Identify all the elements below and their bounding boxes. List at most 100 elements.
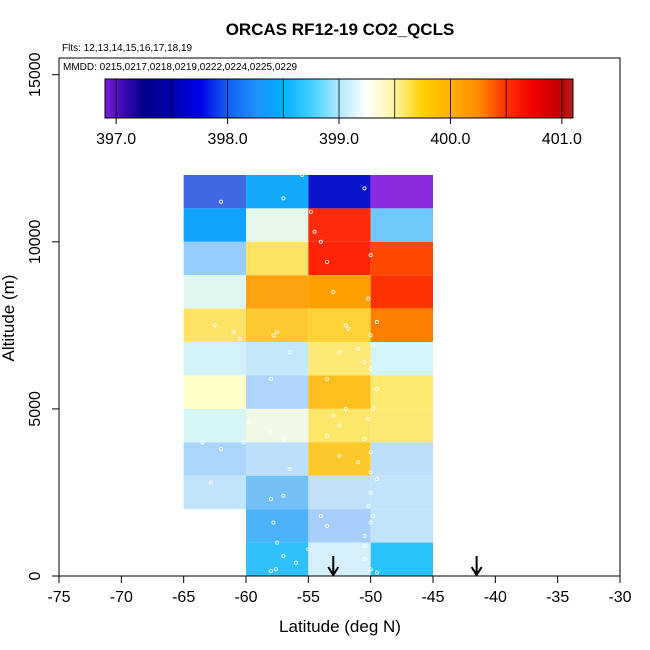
heatmap-cell xyxy=(246,408,309,443)
y-tick-label: 0 xyxy=(27,571,44,580)
data-point xyxy=(209,480,214,485)
data-point xyxy=(268,568,273,573)
data-point xyxy=(368,520,373,525)
colorbar-tick-label: 397.0 xyxy=(96,131,136,148)
profile-arrow xyxy=(470,556,483,577)
heatmap-cell xyxy=(246,475,309,510)
colorbar-tick-label: 401.0 xyxy=(542,131,582,148)
y-tick-label: 15000 xyxy=(27,52,44,97)
heatmap-cell xyxy=(246,509,309,543)
data-point xyxy=(331,413,336,418)
data-point xyxy=(293,560,298,565)
data-point xyxy=(268,497,273,502)
heatmap-cell xyxy=(308,375,371,409)
x-axis: -75 -70 -65 -60 -55 -50 -45 -40 -35 -30 xyxy=(47,576,632,606)
heatmap-cell xyxy=(183,174,246,209)
data-point xyxy=(293,169,298,174)
data-point xyxy=(271,520,276,525)
heatmap-cell xyxy=(370,342,433,376)
data-point xyxy=(268,430,273,435)
heatmap-cell xyxy=(308,342,371,376)
data-point xyxy=(362,360,367,365)
data-point xyxy=(362,436,367,441)
x-axis-label: Latitude (deg N) xyxy=(279,617,401,636)
heatmap-cell xyxy=(246,174,309,209)
heatmap-cell xyxy=(308,174,371,209)
data-point xyxy=(343,323,348,328)
colorbar-tick-label: 398.0 xyxy=(208,131,248,148)
data-point xyxy=(371,513,376,518)
data-point xyxy=(273,567,278,572)
data-point xyxy=(374,570,379,575)
data-point xyxy=(275,540,280,545)
x-tick-label: -35 xyxy=(546,589,569,606)
data-point xyxy=(337,350,342,355)
chart-title: ORCAS RF12-19 CO2_QCLS xyxy=(226,20,455,39)
heatmap-cell xyxy=(183,442,246,476)
data-point xyxy=(325,259,330,264)
heatmap-cell xyxy=(308,208,371,242)
data-point xyxy=(281,493,286,498)
data-point xyxy=(237,336,242,341)
data-point xyxy=(368,490,373,495)
mmdd-note: MMDD: 0215,0217,0218,0219,0222,0224,0225… xyxy=(63,62,298,73)
x-tick-label: -65 xyxy=(172,589,195,606)
data-point xyxy=(374,477,379,482)
data-point xyxy=(325,376,330,381)
data-point xyxy=(346,326,351,331)
data-point xyxy=(318,239,323,244)
heatmap-cell xyxy=(183,375,246,409)
heatmap-cell xyxy=(246,342,309,376)
heatmap-cell xyxy=(246,308,309,343)
data-point xyxy=(312,229,317,234)
y-axis: 0 5000 10000 15000 xyxy=(27,52,59,580)
data-point xyxy=(318,513,323,518)
data-point xyxy=(306,547,311,552)
y-axis-label: Altitude (m) xyxy=(0,275,18,362)
data-point xyxy=(268,376,273,381)
heatmap-cell xyxy=(246,275,309,309)
profile-arrows xyxy=(327,556,483,577)
heatmap-cell xyxy=(183,342,246,376)
heatmap-cell xyxy=(246,442,309,476)
data-point xyxy=(287,467,292,472)
observation-points xyxy=(200,169,379,575)
data-point xyxy=(331,289,336,294)
heatmap-cell xyxy=(246,241,309,276)
x-tick-label: -30 xyxy=(608,589,631,606)
data-point xyxy=(219,199,224,204)
data-point xyxy=(366,416,371,421)
heatmap-cells xyxy=(183,174,433,576)
data-point xyxy=(281,436,286,441)
heatmap-cell xyxy=(183,275,246,309)
data-point xyxy=(368,450,373,455)
heatmap-cell xyxy=(370,174,433,209)
heatmap-cell xyxy=(370,308,433,343)
data-point xyxy=(368,567,373,572)
data-point xyxy=(362,186,367,191)
data-point xyxy=(281,196,286,201)
heatmap-cell xyxy=(183,308,246,343)
x-tick-label: -60 xyxy=(234,589,257,606)
data-point xyxy=(271,333,276,338)
data-point xyxy=(343,406,348,411)
heatmap-cell xyxy=(370,375,433,409)
data-point xyxy=(368,366,373,371)
data-point xyxy=(368,253,373,258)
data-point xyxy=(337,453,342,458)
heatmap-cell xyxy=(370,208,433,242)
data-point xyxy=(212,323,217,328)
heatmap-cell xyxy=(183,208,246,242)
x-tick-label: -75 xyxy=(47,589,70,606)
data-point xyxy=(241,440,246,445)
heatmap-cell xyxy=(308,308,371,343)
profile-arrow xyxy=(327,556,340,577)
x-tick-label: -40 xyxy=(484,589,507,606)
data-point xyxy=(325,523,330,528)
data-point xyxy=(371,343,376,348)
heatmap-cell xyxy=(370,475,433,510)
heatmap-cell xyxy=(370,408,433,443)
x-tick-label: -70 xyxy=(110,589,133,606)
heatmap-cell xyxy=(246,542,309,576)
